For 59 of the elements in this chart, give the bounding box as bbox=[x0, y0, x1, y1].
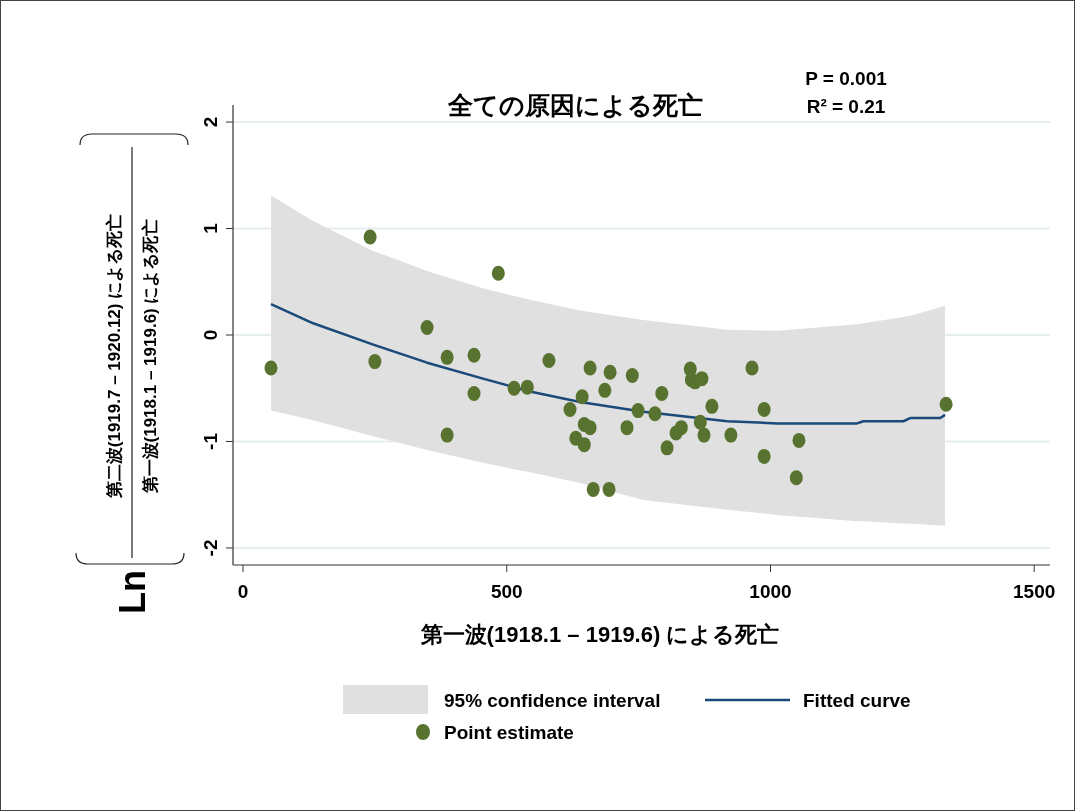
point bbox=[789, 470, 803, 486]
point bbox=[598, 382, 612, 398]
y-axis-title: Ln bbox=[112, 570, 153, 614]
chart-title: 全ての原因による死亡 bbox=[446, 91, 703, 119]
point bbox=[620, 420, 634, 436]
point bbox=[674, 420, 688, 436]
legend-label: Point estimate bbox=[444, 722, 574, 743]
point bbox=[563, 402, 577, 418]
x-tick-label: 500 bbox=[490, 581, 523, 602]
legend-label: Fitted curve bbox=[803, 690, 911, 711]
point bbox=[363, 229, 377, 245]
point bbox=[440, 349, 454, 365]
point bbox=[724, 427, 738, 443]
point bbox=[542, 353, 556, 369]
point bbox=[693, 414, 707, 430]
y-tick-label: 0 bbox=[200, 329, 221, 341]
point bbox=[577, 437, 591, 453]
point bbox=[583, 360, 597, 376]
point bbox=[467, 347, 481, 363]
point bbox=[695, 371, 709, 387]
y-tick-label: 1 bbox=[200, 222, 221, 234]
point bbox=[603, 364, 617, 380]
point bbox=[420, 320, 434, 336]
point bbox=[491, 265, 505, 281]
text: 第二波(1919.7 – 1920.12) による死亡 bbox=[105, 213, 124, 500]
point bbox=[586, 481, 600, 497]
point bbox=[939, 396, 953, 412]
y-tick-label: 2 bbox=[200, 116, 221, 128]
annotation: R² = 0.21 bbox=[806, 96, 886, 117]
text: 第一波(1918.1 – 1919.6) による死亡 bbox=[141, 218, 160, 495]
point bbox=[602, 481, 616, 497]
x-tick-label: 1000 bbox=[749, 581, 792, 602]
point bbox=[264, 360, 278, 376]
point bbox=[745, 360, 759, 376]
x-tick-label: 1500 bbox=[1013, 581, 1056, 602]
text: 95% confidence interval bbox=[444, 690, 661, 711]
point bbox=[583, 420, 597, 436]
point bbox=[467, 386, 481, 402]
point bbox=[520, 379, 534, 395]
point bbox=[660, 440, 674, 456]
point bbox=[757, 402, 771, 418]
point bbox=[697, 427, 711, 443]
point bbox=[631, 403, 645, 419]
line-series bbox=[269, 302, 947, 425]
y-tick-label: -2 bbox=[200, 539, 221, 557]
point bbox=[507, 380, 521, 396]
point bbox=[705, 398, 719, 414]
point bbox=[440, 427, 454, 443]
point bbox=[655, 386, 669, 402]
point bbox=[757, 448, 771, 464]
point bbox=[792, 432, 806, 448]
y-tick-label: -1 bbox=[200, 432, 221, 450]
text: P = 0.001 bbox=[805, 68, 888, 89]
point bbox=[625, 367, 639, 383]
point bbox=[648, 406, 662, 422]
x-axis-title: 第一波(1918.1 – 1919.6) による死亡 bbox=[419, 622, 780, 647]
point bbox=[575, 389, 589, 405]
point bbox=[368, 354, 382, 370]
x-tick-label: 0 bbox=[237, 581, 249, 602]
